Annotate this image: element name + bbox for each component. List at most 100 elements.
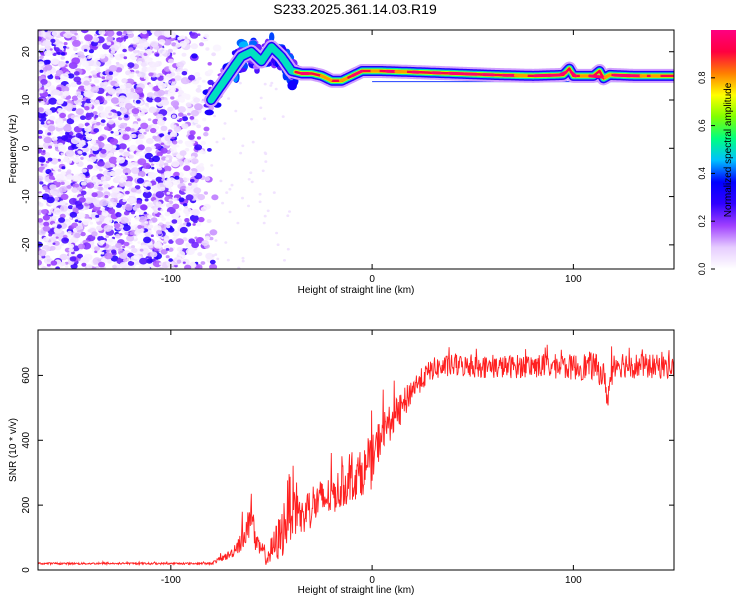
noise-speckle bbox=[178, 112, 184, 117]
noise-speckle bbox=[52, 52, 57, 56]
noise-speckle bbox=[65, 221, 72, 226]
noise-speckle bbox=[61, 166, 66, 170]
noise-speckle bbox=[44, 50, 52, 57]
carrier-peak bbox=[603, 73, 612, 79]
noise-speckle bbox=[103, 81, 109, 86]
noise-speckle bbox=[156, 151, 163, 157]
noise-speckle bbox=[194, 144, 203, 151]
noise-speckle bbox=[110, 198, 115, 202]
noise-speckle bbox=[191, 209, 200, 216]
noise-speckle bbox=[56, 122, 64, 129]
noise-speckle bbox=[176, 61, 185, 69]
noise-speckle bbox=[161, 178, 165, 182]
noise-speckle bbox=[130, 187, 137, 193]
spectrogram-x-axis-label: Height of straight line (km) bbox=[298, 285, 415, 296]
chart-title: S233.2025.361.14.03.R19 bbox=[273, 1, 437, 17]
noise-speckle bbox=[43, 221, 50, 227]
noise-speckle bbox=[167, 48, 173, 53]
noise-speckle bbox=[190, 182, 198, 189]
noise-speckle bbox=[94, 33, 98, 37]
noise-speckle bbox=[169, 200, 174, 204]
noise-speckle bbox=[38, 218, 44, 223]
noise-speckle bbox=[128, 47, 134, 52]
noise-speckle bbox=[155, 53, 160, 57]
noise-speckle bbox=[99, 54, 106, 59]
noise-speckle bbox=[118, 97, 125, 103]
noise-speckle bbox=[140, 106, 149, 113]
noise-speckle bbox=[140, 122, 149, 129]
noise-speckle bbox=[75, 91, 82, 96]
noise-speckle bbox=[78, 197, 86, 203]
noise-speckle bbox=[100, 251, 105, 255]
noise-speckle bbox=[146, 138, 154, 145]
noise-speckle bbox=[137, 118, 141, 122]
noise-speckle bbox=[168, 129, 172, 132]
noise-speckle bbox=[172, 140, 178, 145]
noise-speckle bbox=[97, 136, 105, 142]
noise-speckle bbox=[221, 201, 225, 205]
noise-speckle bbox=[247, 204, 250, 208]
noise-speckle bbox=[106, 41, 112, 46]
noise-speckle bbox=[50, 38, 56, 44]
noise-speckle bbox=[83, 80, 90, 86]
snr-panel: -100 0 100 0 200 400 600 Height of straight l… bbox=[8, 329, 675, 596]
noise-speckle bbox=[98, 232, 103, 237]
noise-speckle bbox=[52, 140, 58, 145]
noise-speckle bbox=[197, 84, 202, 89]
noise-speckle bbox=[73, 71, 80, 76]
noise-speckle bbox=[100, 112, 108, 118]
noise-speckle bbox=[39, 47, 46, 52]
noise-speckle bbox=[109, 170, 116, 176]
noise-speckle bbox=[251, 140, 255, 144]
noise-speckle bbox=[73, 116, 80, 122]
noise-speckle bbox=[213, 114, 217, 118]
noise-speckle bbox=[137, 133, 145, 139]
noise-speckle bbox=[171, 114, 177, 119]
noise-speckle bbox=[131, 167, 140, 175]
noise-speckle bbox=[87, 41, 91, 44]
noise-speckle bbox=[84, 197, 93, 204]
noise-speckle bbox=[51, 51, 54, 54]
noise-speckle bbox=[47, 125, 56, 132]
noise-speckle bbox=[91, 192, 98, 198]
noise-speckle bbox=[38, 36, 42, 42]
noise-speckle bbox=[193, 187, 202, 194]
noise-speckle bbox=[104, 194, 109, 199]
noise-speckle bbox=[115, 87, 123, 94]
noise-speckle bbox=[83, 49, 88, 52]
noise-speckle bbox=[97, 160, 105, 167]
noise-speckle bbox=[183, 158, 191, 164]
noise-speckle bbox=[205, 47, 210, 51]
noise-speckle bbox=[137, 61, 143, 65]
noise-speckle bbox=[181, 71, 188, 76]
noise-speckle bbox=[93, 61, 101, 67]
colorbar-label: Normalized spectral amplitude bbox=[723, 82, 734, 217]
noise-speckle bbox=[146, 51, 152, 56]
y-tick-label: 600 bbox=[21, 367, 32, 384]
noise-speckle bbox=[135, 70, 140, 74]
noise-speckle bbox=[75, 108, 84, 115]
noise-speckle bbox=[135, 99, 141, 104]
noise-speckle bbox=[165, 202, 173, 208]
noise-speckle bbox=[126, 91, 135, 99]
noise-speckle bbox=[125, 83, 132, 89]
noise-speckle bbox=[85, 134, 93, 141]
noise-speckle bbox=[191, 53, 198, 59]
noise-speckle bbox=[76, 186, 82, 191]
noise-speckle bbox=[160, 209, 164, 212]
noise-speckle bbox=[61, 135, 69, 141]
noise-speckle bbox=[182, 237, 188, 242]
noise-speckle bbox=[38, 61, 45, 67]
noise-speckle bbox=[55, 236, 59, 239]
noise-speckle bbox=[197, 252, 203, 257]
noise-speckle bbox=[170, 72, 176, 77]
noise-speckle bbox=[142, 265, 150, 269]
noise-speckle bbox=[114, 262, 118, 266]
noise-speckle bbox=[74, 32, 78, 36]
noise-speckle bbox=[119, 252, 128, 260]
noise-speckle bbox=[66, 174, 74, 180]
noise-speckle bbox=[60, 243, 65, 246]
noise-speckle bbox=[61, 237, 69, 244]
noise-speckle bbox=[130, 255, 139, 263]
noise-speckle bbox=[131, 245, 135, 249]
